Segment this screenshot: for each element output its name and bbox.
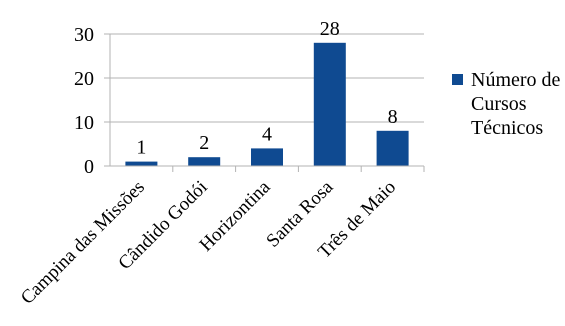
data-label: 28 xyxy=(320,18,340,40)
y-tick-label: 10 xyxy=(74,112,94,134)
legend-label-line-3: Técnicos xyxy=(471,117,543,139)
legend: Número de Cursos Técnicos xyxy=(452,69,561,139)
y-tick-label: 30 xyxy=(74,24,94,46)
bar xyxy=(313,42,346,166)
data-label: 4 xyxy=(262,123,272,145)
data-label: 8 xyxy=(388,106,398,128)
grid-lines xyxy=(110,33,424,123)
legend-label-line-2: Cursos xyxy=(471,93,527,115)
y-tick-label: 20 xyxy=(74,68,94,90)
legend-label-line-1: Número de xyxy=(471,69,561,91)
data-labels: 1 2 4 28 8 xyxy=(136,18,397,159)
data-label: 2 xyxy=(199,132,209,154)
bar xyxy=(251,148,283,166)
legend-swatch xyxy=(452,74,463,85)
bar xyxy=(125,161,158,166)
x-tick-label: Campina das Missões xyxy=(17,177,149,309)
axes xyxy=(109,34,424,167)
bar xyxy=(376,130,409,166)
bar-series xyxy=(125,42,409,166)
bar xyxy=(188,157,221,166)
y-axis: 0 10 20 30 xyxy=(74,24,110,178)
data-label: 1 xyxy=(136,137,146,159)
y-tick-label: 0 xyxy=(84,156,94,178)
